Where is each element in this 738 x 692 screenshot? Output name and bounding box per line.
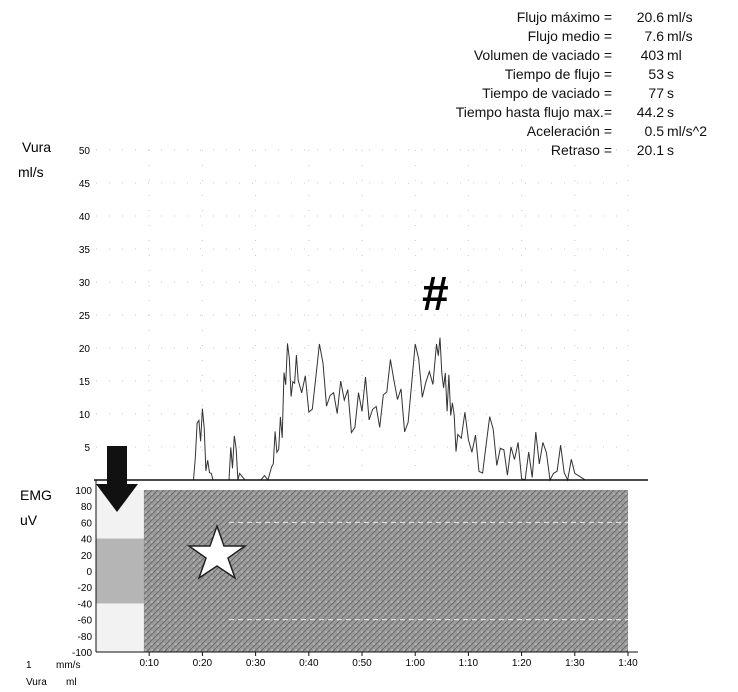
emg-y-tick-label: -40 [78,599,93,610]
x-tick-label: 1:40 [618,658,638,669]
flow-y-tick-label: 15 [79,377,91,388]
x-axis-unit-volume: ml [66,677,77,688]
flow-y-tick-label: 10 [79,410,91,421]
x-tick-label: 0:30 [246,658,266,669]
stat-label: Aceleración = [526,123,612,139]
stat-value: 403 [640,47,664,63]
emg-y-tick-label: 80 [81,502,93,513]
stat-value: 0.5 [644,123,664,139]
stat-row-mean-flow: Flujo medio = 7.6 ml/s [400,27,735,46]
flow-y-tick-label: 5 [84,443,90,454]
x-tick-label: 0:40 [299,658,319,669]
stat-value: 20.1 [636,142,664,158]
stat-label: Retraso = [550,142,612,158]
stat-row-voiding-time: Tiempo de vaciado = 77 s [400,84,735,103]
stat-row-time-to-max: Tiempo hasta flujo max.= 44.2 s [400,103,735,122]
x-tick-label: 0:50 [352,658,372,669]
emg-y-tick-label: 40 [81,535,93,546]
hash-marker: # [422,268,449,321]
stat-value: 44.2 [636,104,664,120]
star-icon [186,523,248,580]
emg-y-tick-label: 20 [81,551,93,562]
emg-gap-bottom [96,603,144,652]
flow-y-tick-label: 40 [79,212,91,223]
stat-unit: ml [667,47,682,63]
uroflow-stats-panel: Flujo máximo = 20.6 ml/s Flujo medio = 7… [400,8,735,160]
stat-value: 7.6 [644,28,664,44]
stat-label: Volumen de vaciado = [473,47,612,63]
x-axis-unit-speed: mm/s [56,660,80,671]
stat-value: 20.6 [636,9,664,25]
stat-row-peak-flow: Flujo máximo = 20.6 ml/s [400,8,735,27]
emg-axis-unit: uV [20,512,38,528]
emg-y-tick-label: -80 [78,632,93,643]
emg-y-tick-label: -60 [78,616,93,627]
emg-chart: 100 80 60 40 20 0 -20 -40 -60 -80 -100 0:10 0:20 0:30… [72,480,638,669]
emg-saturated-band [96,490,628,652]
stat-value: 77 [648,85,664,101]
x-axis-series: Vura [26,677,47,688]
stat-value: 53 [648,66,664,82]
emg-y-tick-label: 60 [81,518,93,529]
stat-label: Flujo medio = [527,28,612,44]
emg-y-tick-label: -100 [72,648,92,659]
x-tick-label: 1:00 [405,658,425,669]
stat-row-flow-time: Tiempo de flujo = 53 s [400,65,735,84]
x-tick-label: 1:20 [512,658,532,669]
stat-label: Tiempo de vaciado = [482,85,612,101]
stat-unit: s [667,142,674,158]
emg-y-tick-label: 100 [75,486,92,497]
flow-y-tick-label: 30 [79,278,91,289]
stat-unit: ml/s [667,9,693,25]
emg-axis-label: EMG [20,487,52,503]
x-tick-label: 0:10 [139,658,159,669]
flow-series-line [96,337,586,482]
flow-y-tick-label: 35 [79,245,91,256]
flow-y-tick-label: 20 [79,344,91,355]
flow-axis-label: Vura [22,139,51,155]
flow-axis-unit: ml/s [18,164,44,180]
x-tick-label: 1:30 [565,658,585,669]
stat-row-delay: Retraso = 20.1 s [400,141,735,160]
emg-y-tick-label: -20 [78,583,93,594]
stat-unit: s [667,66,674,82]
stat-label: Flujo máximo = [516,9,612,25]
flow-y-tick-label: 45 [79,179,91,190]
flow-y-tick-label: 50 [79,146,91,157]
flow-y-tick-label: 25 [79,311,91,322]
stat-unit: ml/s^2 [667,123,708,139]
emg-y-tick-label: 0 [86,567,92,578]
stat-unit: s [667,85,674,101]
x-tick-label: 1:10 [459,658,479,669]
stat-unit: s [667,104,674,120]
flow-chart: 50 45 40 35 30 25 20 15 10 5 [79,146,648,482]
stat-label: Tiempo de flujo = [504,66,612,82]
stat-label: Tiempo hasta flujo max.= [455,104,612,120]
stat-row-acceleration: Aceleración = 0.5 ml/s^2 [400,122,735,141]
stat-row-voided-volume: Volumen de vaciado = 403 ml [400,46,735,65]
x-axis-prefix: 1 [26,660,32,671]
down-arrow-icon [96,446,138,512]
stat-unit: ml/s [667,28,693,44]
emg-baseline-region [96,538,144,604]
x-tick-label: 0:20 [193,658,213,669]
